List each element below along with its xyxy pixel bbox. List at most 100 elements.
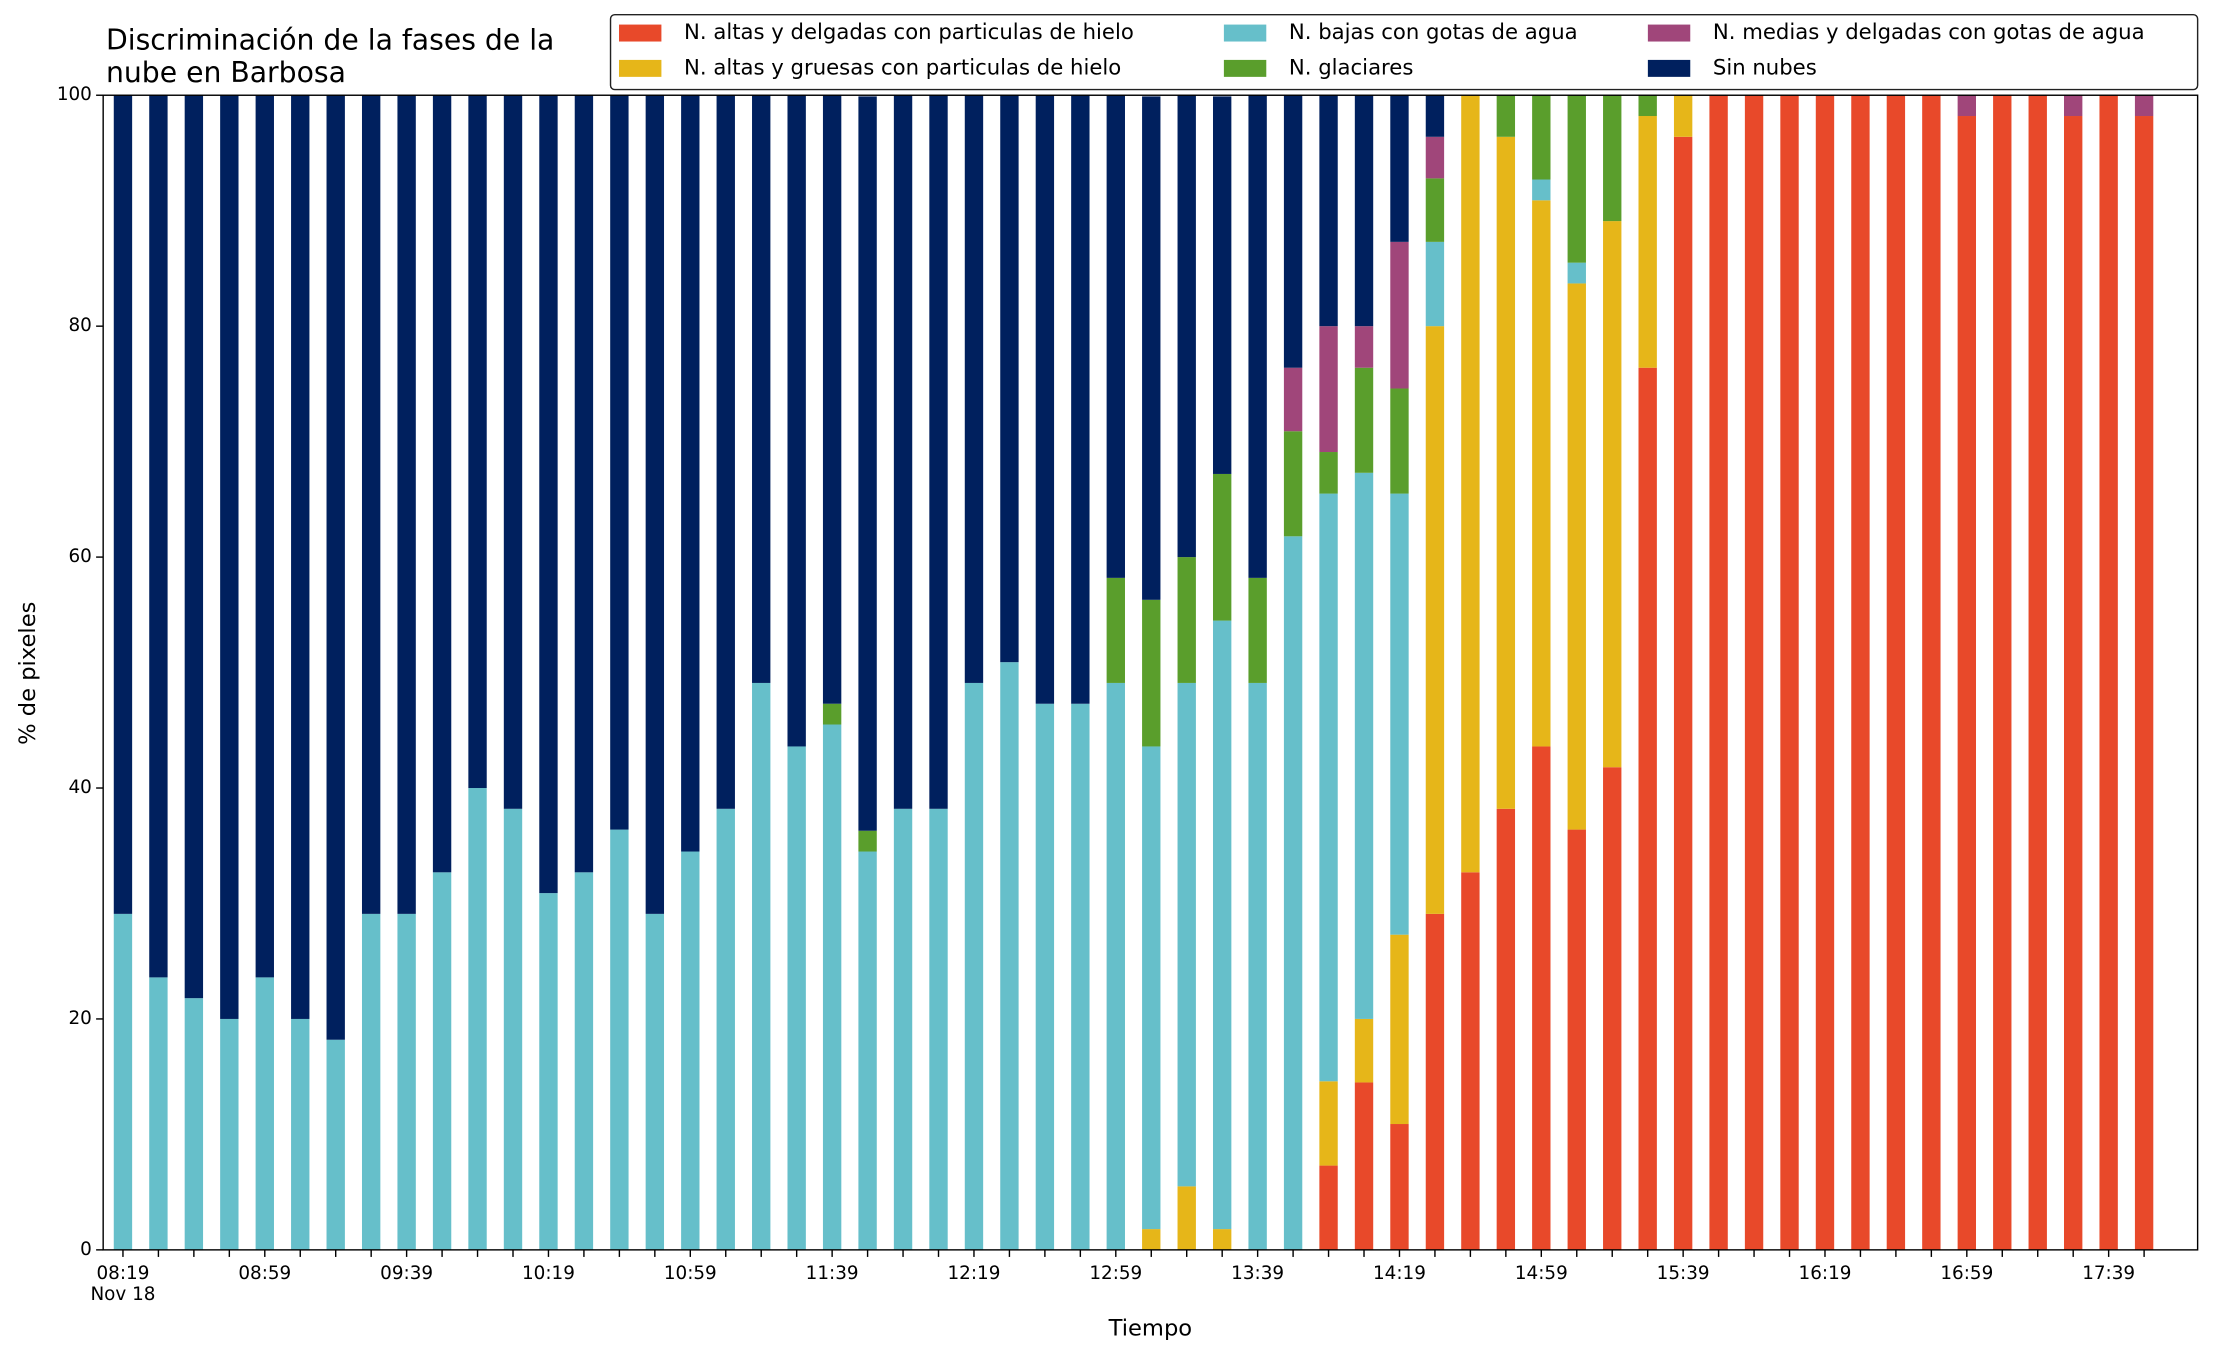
chart-title: nube en Barbosa xyxy=(106,56,346,89)
bar-segment xyxy=(468,788,487,1250)
bar-segment xyxy=(858,830,877,852)
bar-segment xyxy=(1035,703,1055,1250)
bar-segment xyxy=(1354,95,1374,327)
x-tick-label: 10:19 xyxy=(522,1263,575,1284)
bar-segment xyxy=(1957,95,1976,117)
bar-segment xyxy=(1248,577,1267,683)
legend-label: N. glaciares xyxy=(1289,54,1413,79)
bar-segment xyxy=(645,95,665,914)
bar-segment xyxy=(291,95,310,1019)
bar-segment xyxy=(1673,136,1693,1250)
bar-segment xyxy=(1532,179,1551,201)
bar-segment xyxy=(361,913,381,1250)
bar-segment xyxy=(184,998,204,1250)
bar-segment xyxy=(1000,662,1019,1250)
x-tick-label: 08:59 xyxy=(238,1263,291,1284)
bar-segment xyxy=(1425,136,1445,179)
bar-segment xyxy=(1461,872,1480,1250)
bar-segment xyxy=(1567,262,1586,284)
x-tick-label: 16:59 xyxy=(1940,1263,1993,1284)
bar-segment xyxy=(291,1018,310,1250)
legend-box xyxy=(609,13,2199,91)
bar-segment xyxy=(1567,95,1586,263)
bar-segment xyxy=(1425,913,1445,1250)
bar-segment xyxy=(149,977,168,1250)
y-tick-label: 100 xyxy=(57,84,92,105)
bar-segment xyxy=(1638,116,1657,368)
bar-segment xyxy=(1638,95,1657,117)
bar-segment xyxy=(1425,241,1445,327)
bar-segment xyxy=(326,95,345,1040)
bar-segment xyxy=(1815,95,1835,1250)
bar-segment xyxy=(1390,934,1409,1125)
bar-segment xyxy=(2134,116,2154,1250)
chart-title: Discriminación de la fases de la xyxy=(106,24,554,57)
bar-segment xyxy=(1248,95,1267,578)
bar-segment xyxy=(361,95,381,914)
y-tick-label: 40 xyxy=(68,777,91,798)
bar-segment xyxy=(645,913,665,1250)
bar-segment xyxy=(1283,95,1303,368)
bar-segment xyxy=(503,808,523,1250)
bar-segment xyxy=(255,95,274,978)
bar-segment xyxy=(1142,599,1161,747)
bar-segment xyxy=(1886,95,1906,1250)
bar-segment xyxy=(1532,200,1551,747)
x-tick-label: 12:19 xyxy=(948,1263,1001,1284)
bar-segment xyxy=(1851,95,1870,1250)
bar-segment xyxy=(2064,116,2083,1250)
bar-segment xyxy=(822,95,842,704)
bar-segment xyxy=(1461,95,1480,873)
bar-segment xyxy=(2064,95,2083,117)
bar-segment xyxy=(1319,326,1338,453)
bar-segment xyxy=(149,95,168,978)
bar-segment xyxy=(255,977,274,1250)
bar-segment xyxy=(113,913,133,1250)
bar-segment xyxy=(1319,1165,1338,1250)
bar-segment xyxy=(716,808,735,1250)
bar-segment xyxy=(1177,682,1196,1187)
bar-segment xyxy=(964,682,984,1250)
x-tick-label: 08:19 xyxy=(96,1263,149,1284)
x-tick-label: 14:19 xyxy=(1373,1263,1426,1284)
legend-label: N. altas y delgadas con particulas de hi… xyxy=(684,19,1134,44)
bar-segment xyxy=(397,95,416,914)
bar-segment xyxy=(503,95,523,809)
bar-segment xyxy=(858,851,877,1250)
legend-swatch xyxy=(619,24,662,42)
bar-segment xyxy=(1354,472,1374,1019)
bar-segment xyxy=(1248,682,1267,1250)
bar-segment xyxy=(1212,620,1232,1230)
bar-segment xyxy=(1212,473,1232,621)
bar-segment xyxy=(1425,95,1445,137)
bar-segment xyxy=(1390,388,1409,494)
bar-segment xyxy=(858,96,877,831)
bar-segment xyxy=(1177,557,1196,683)
legend-swatch xyxy=(1223,59,1267,77)
bar-segment xyxy=(1319,95,1338,327)
bar-segment xyxy=(113,95,133,914)
bar-segment xyxy=(681,851,700,1250)
bar-segment xyxy=(1283,536,1303,1250)
bar-segment xyxy=(432,95,452,873)
bar-segment xyxy=(1603,95,1622,222)
bar-segment xyxy=(1780,95,1799,1250)
bar-segment xyxy=(2028,95,2047,1250)
bar-segment xyxy=(1319,452,1338,494)
bar-segment xyxy=(1532,95,1551,180)
bar-segment xyxy=(184,95,204,999)
bar-segment xyxy=(2099,95,2118,1250)
bar-segment xyxy=(893,808,913,1250)
bar-segment xyxy=(397,913,416,1250)
bar-segment xyxy=(1035,95,1055,704)
bar-segment xyxy=(1567,829,1586,1250)
legend-swatch xyxy=(1647,24,1691,42)
bar-segment xyxy=(1603,767,1622,1250)
x-tick-label: 17:39 xyxy=(2082,1263,2135,1284)
bar-segment xyxy=(1957,116,1976,1250)
bar-segment xyxy=(1319,493,1338,1082)
bar-segment xyxy=(1744,95,1764,1250)
bar-segment xyxy=(1177,1186,1196,1250)
x-axis-label: Tiempo xyxy=(1108,1316,1193,1342)
